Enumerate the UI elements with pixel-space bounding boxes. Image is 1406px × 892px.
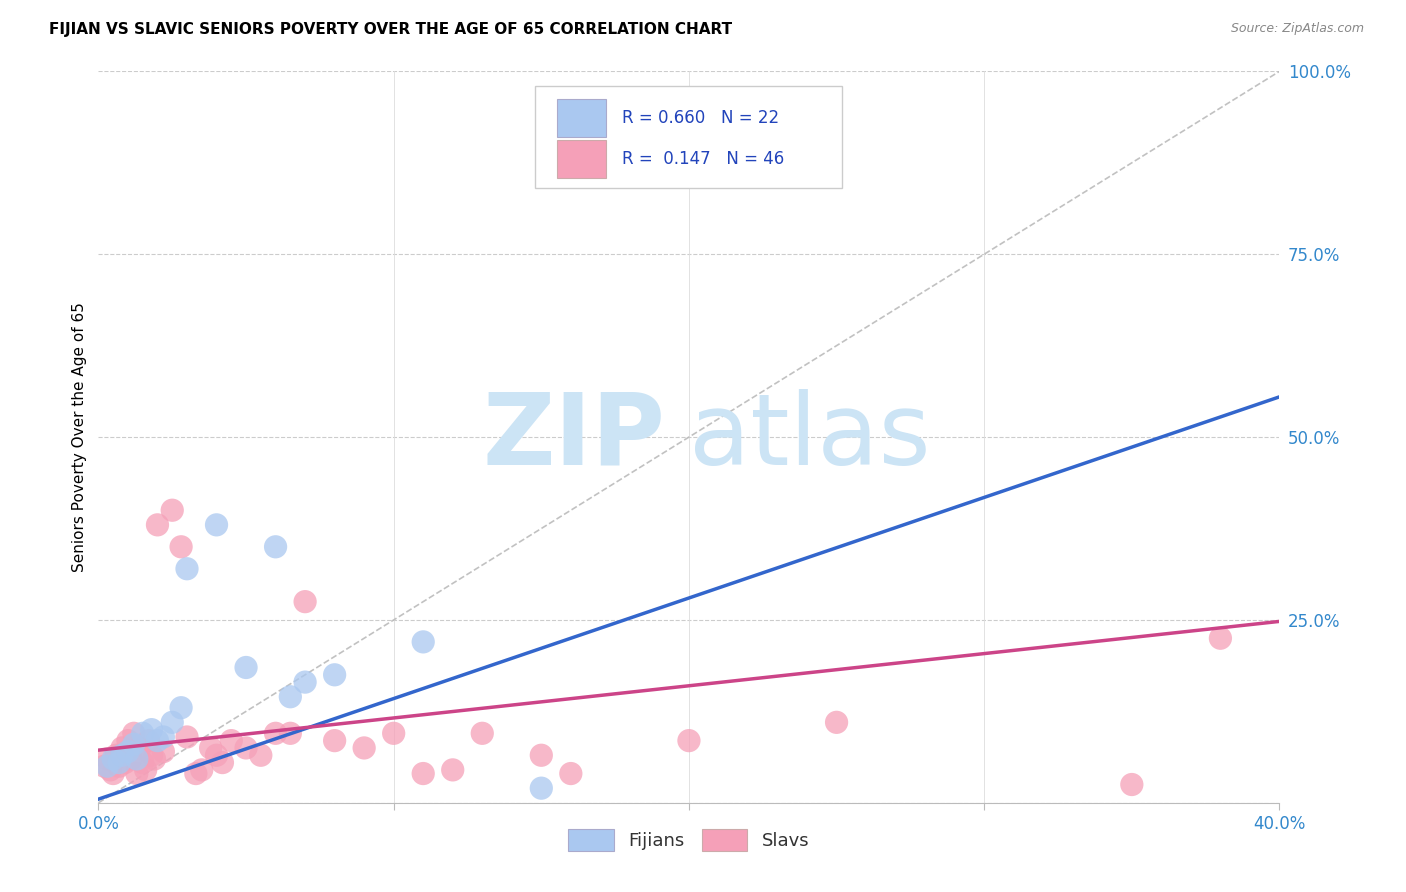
- Point: [191, 763, 214, 777]
- Point: [138, 733, 160, 747]
- Point: [1121, 778, 1143, 792]
- Point: [205, 517, 228, 532]
- Point: [235, 660, 257, 674]
- Point: [530, 781, 553, 796]
- Point: [125, 752, 148, 766]
- Text: R = 0.660   N = 22: R = 0.660 N = 22: [621, 109, 779, 127]
- Point: [184, 766, 207, 780]
- Point: [264, 540, 287, 554]
- Point: [294, 594, 316, 608]
- Point: [111, 740, 134, 755]
- Point: [143, 752, 166, 766]
- Point: [114, 756, 136, 770]
- Text: atlas: atlas: [689, 389, 931, 485]
- FancyBboxPatch shape: [536, 86, 842, 188]
- Point: [108, 756, 131, 770]
- Point: [221, 733, 243, 747]
- Point: [146, 733, 169, 747]
- Point: [323, 667, 346, 681]
- Point: [382, 726, 405, 740]
- Point: [264, 726, 287, 740]
- Point: [176, 562, 198, 576]
- Point: [441, 763, 464, 777]
- Point: [108, 759, 131, 773]
- Point: [170, 540, 193, 554]
- Legend: Fijians, Slavs: Fijians, Slavs: [560, 820, 818, 860]
- Point: [205, 748, 228, 763]
- Point: [294, 675, 316, 690]
- Point: [250, 748, 273, 763]
- Point: [103, 752, 125, 766]
- Point: [235, 740, 257, 755]
- Point: [162, 503, 183, 517]
- Point: [120, 752, 142, 766]
- Point: [280, 726, 302, 740]
- Point: [200, 740, 222, 755]
- Text: FIJIAN VS SLAVIC SENIORS POVERTY OVER THE AGE OF 65 CORRELATION CHART: FIJIAN VS SLAVIC SENIORS POVERTY OVER TH…: [49, 22, 733, 37]
- Text: ZIP: ZIP: [482, 389, 665, 485]
- Point: [122, 726, 145, 740]
- Point: [141, 723, 163, 737]
- Point: [103, 766, 125, 780]
- Point: [111, 748, 134, 763]
- Point: [353, 740, 375, 755]
- Point: [117, 745, 139, 759]
- Point: [141, 748, 163, 763]
- Point: [117, 733, 139, 747]
- Point: [530, 748, 553, 763]
- Y-axis label: Seniors Poverty Over the Age of 65: Seniors Poverty Over the Age of 65: [72, 302, 87, 572]
- Point: [471, 726, 494, 740]
- Text: Source: ZipAtlas.com: Source: ZipAtlas.com: [1230, 22, 1364, 36]
- Point: [96, 759, 118, 773]
- Point: [98, 763, 121, 777]
- Point: [176, 730, 198, 744]
- Point: [152, 730, 174, 744]
- FancyBboxPatch shape: [557, 99, 606, 136]
- Point: [412, 766, 434, 780]
- Point: [105, 748, 128, 763]
- Text: R =  0.147   N = 46: R = 0.147 N = 46: [621, 150, 785, 168]
- Point: [146, 517, 169, 532]
- Point: [96, 752, 118, 766]
- FancyBboxPatch shape: [557, 140, 606, 178]
- Point: [128, 740, 150, 755]
- Point: [280, 690, 302, 704]
- Point: [1209, 632, 1232, 646]
- Point: [152, 745, 174, 759]
- Point: [93, 759, 115, 773]
- Point: [132, 726, 155, 740]
- Point: [211, 756, 233, 770]
- Point: [323, 733, 346, 747]
- Point: [125, 766, 148, 780]
- Point: [560, 766, 582, 780]
- Point: [122, 737, 145, 751]
- Point: [825, 715, 848, 730]
- Point: [135, 763, 157, 777]
- Point: [162, 715, 183, 730]
- Point: [170, 700, 193, 714]
- Point: [412, 635, 434, 649]
- Point: [678, 733, 700, 747]
- Point: [132, 756, 155, 770]
